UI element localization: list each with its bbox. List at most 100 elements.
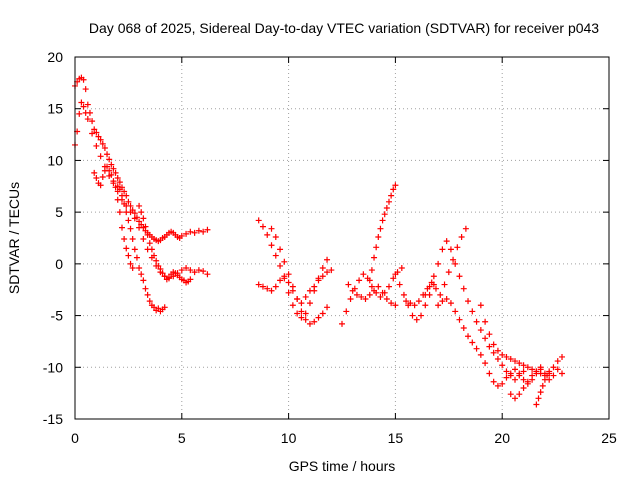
data-point xyxy=(486,331,493,338)
data-point xyxy=(516,370,523,377)
data-point xyxy=(450,256,457,263)
data-point xyxy=(375,283,382,290)
data-point xyxy=(187,276,194,283)
data-point xyxy=(285,271,292,278)
data-point xyxy=(268,225,275,232)
data-point xyxy=(392,271,399,278)
data-point xyxy=(142,223,149,230)
data-point xyxy=(125,252,132,259)
data-point xyxy=(319,264,326,271)
data-point xyxy=(390,275,397,282)
data-point xyxy=(84,116,91,123)
data-point xyxy=(76,110,83,117)
data-point xyxy=(80,103,87,110)
series-p043-m xyxy=(422,238,527,383)
data-point xyxy=(368,283,375,290)
data-point xyxy=(452,308,459,315)
data-point xyxy=(462,225,469,232)
data-point xyxy=(311,283,318,290)
data-point xyxy=(118,224,125,231)
data-point xyxy=(264,231,271,238)
data-point xyxy=(477,351,484,358)
data-point xyxy=(426,291,433,298)
data-point xyxy=(131,210,138,217)
data-point xyxy=(347,296,354,303)
series-p043-c xyxy=(91,163,136,271)
data-point xyxy=(392,302,399,309)
data-point xyxy=(507,370,514,377)
data-point xyxy=(200,228,207,235)
data-point xyxy=(385,198,392,205)
grid xyxy=(75,57,609,419)
y-tick-label: 15 xyxy=(47,101,63,117)
data-point xyxy=(108,161,115,168)
series-p043-d xyxy=(114,183,168,315)
data-point xyxy=(383,205,390,212)
data-point xyxy=(255,217,262,224)
data-point xyxy=(281,273,288,280)
data-point xyxy=(415,298,422,305)
data-point xyxy=(138,209,145,216)
data-point xyxy=(140,215,147,222)
data-point xyxy=(362,296,369,303)
series-p043-k xyxy=(366,182,399,284)
data-point xyxy=(298,314,305,321)
data-point xyxy=(537,389,544,396)
data-point xyxy=(447,246,454,253)
data-point xyxy=(82,109,89,116)
data-point xyxy=(445,269,452,276)
data-point xyxy=(456,316,463,323)
data-point xyxy=(123,209,130,216)
data-point xyxy=(161,273,168,280)
data-point xyxy=(494,356,501,363)
data-point xyxy=(512,376,519,383)
data-point xyxy=(411,302,418,309)
data-point xyxy=(140,236,147,243)
data-point xyxy=(125,217,132,224)
data-point xyxy=(490,341,497,348)
data-point xyxy=(272,283,279,290)
data-point xyxy=(520,362,527,369)
data-point xyxy=(294,296,301,303)
data-point xyxy=(101,145,108,152)
chart-title: Day 068 of 2025, Sidereal Day-to-day VTE… xyxy=(89,20,599,36)
data-point xyxy=(131,215,138,222)
data-point xyxy=(285,289,292,296)
data-point xyxy=(187,228,194,235)
data-point xyxy=(405,302,412,309)
data-point xyxy=(383,296,390,303)
data-point xyxy=(473,345,480,352)
data-point xyxy=(159,270,166,277)
data-point xyxy=(138,221,145,228)
data-point xyxy=(554,366,561,373)
data-point xyxy=(469,339,476,346)
data-point xyxy=(146,240,153,247)
data-point xyxy=(435,302,442,309)
data-point xyxy=(328,267,335,274)
data-point xyxy=(524,378,531,385)
data-point xyxy=(106,156,113,163)
series-p043-p xyxy=(507,366,566,402)
series-p043-g xyxy=(255,267,335,307)
data-point xyxy=(503,368,510,375)
data-point xyxy=(153,257,160,264)
data-point xyxy=(91,169,98,176)
data-point xyxy=(118,192,125,199)
data-point xyxy=(533,368,540,375)
data-point xyxy=(353,291,360,298)
data-point xyxy=(388,192,395,199)
data-point xyxy=(93,142,100,149)
data-point xyxy=(324,269,331,276)
data-point xyxy=(512,395,519,402)
data-point xyxy=(482,318,489,325)
data-point xyxy=(110,165,117,172)
data-point xyxy=(146,298,153,305)
data-point xyxy=(89,118,96,125)
data-point xyxy=(259,283,266,290)
data-point xyxy=(112,169,119,176)
data-point xyxy=(477,327,484,334)
data-point xyxy=(104,151,111,158)
data-point xyxy=(133,254,140,261)
data-point xyxy=(315,314,322,321)
data-point xyxy=(204,271,211,278)
